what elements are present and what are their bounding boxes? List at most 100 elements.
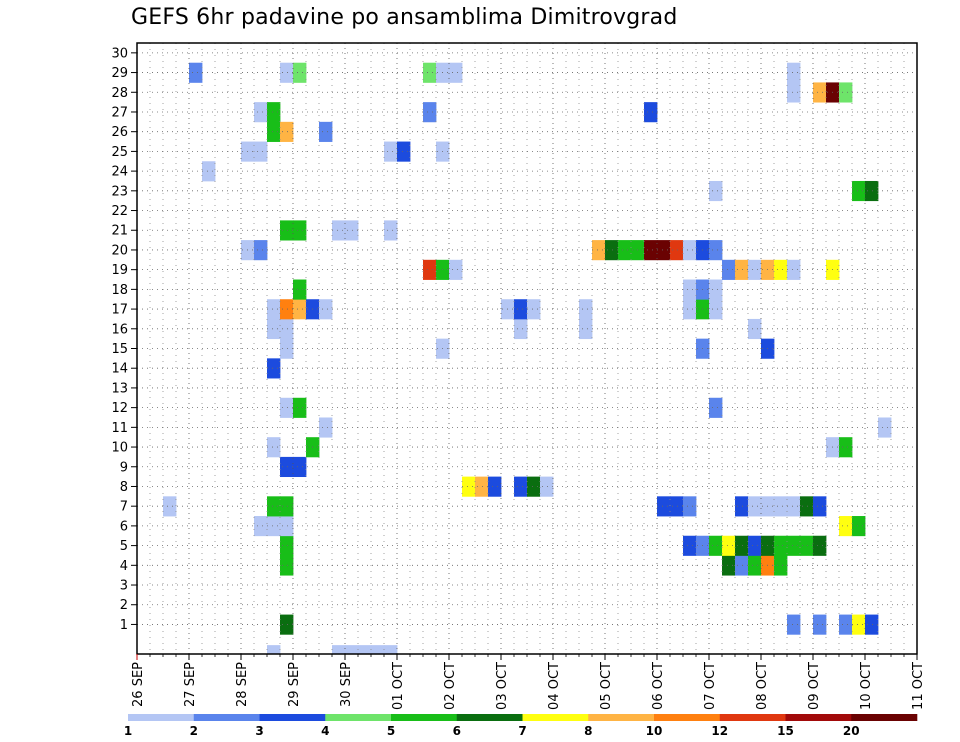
heatmap-cell — [865, 180, 879, 202]
heatmap-cell — [267, 516, 281, 537]
colorbar-label: 1 — [124, 724, 132, 738]
heatmap-cell — [163, 496, 177, 517]
colorbar-swatch — [456, 714, 523, 721]
colorbar-swatch — [654, 714, 721, 721]
colorbar-label: 4 — [321, 724, 329, 738]
heatmap-cell — [774, 555, 788, 576]
heatmap-cell — [618, 240, 632, 261]
grid-lines — [137, 43, 917, 654]
heatmap-cell — [267, 299, 281, 320]
x-tick-label: 30 SEP — [339, 662, 354, 707]
heatmap-cell — [267, 496, 281, 517]
heatmap-cell — [683, 535, 697, 556]
y-tick-label: 8 — [120, 480, 128, 495]
x-tick-label: 04 OCT — [547, 662, 562, 710]
colorbar-label: 6 — [453, 724, 461, 738]
heatmap-cells — [163, 62, 892, 655]
heatmap-cell — [267, 358, 281, 379]
y-tick-label: 13 — [111, 381, 128, 396]
colorbar-swatch — [259, 714, 326, 721]
heatmap-cell — [800, 496, 814, 517]
heatmap-cell — [683, 279, 697, 300]
heatmap-cell — [735, 259, 749, 280]
heatmap-cell — [384, 220, 398, 241]
y-tick-label: 20 — [111, 243, 128, 258]
heatmap-cell — [644, 240, 658, 261]
x-tick-label: 01 OCT — [391, 662, 406, 710]
heatmap-cell — [280, 456, 294, 478]
heatmap-cell — [709, 240, 723, 261]
y-tick-label: 5 — [120, 539, 128, 554]
y-tick-label: 29 — [111, 66, 128, 81]
heatmap-cell — [813, 82, 827, 103]
heatmap-cell — [254, 516, 268, 537]
heatmap-cell — [267, 102, 281, 123]
heatmap-cell — [267, 645, 281, 655]
y-tick-label: 22 — [111, 204, 128, 219]
heatmap-cell — [449, 259, 463, 280]
heatmap-cell — [813, 614, 827, 635]
heatmap-cell — [683, 299, 697, 320]
heatmap-cell — [605, 240, 619, 261]
y-tick-label: 12 — [111, 401, 128, 416]
heatmap-cell — [527, 476, 541, 497]
heatmap-cell — [748, 318, 762, 340]
x-tick-label: 29 SEP — [287, 662, 302, 707]
y-tick-label: 23 — [111, 184, 128, 199]
heatmap-cell — [748, 259, 762, 280]
colorbar-label: 12 — [711, 724, 728, 738]
heatmap-cell — [839, 437, 853, 458]
y-tick-label: 7 — [120, 500, 128, 515]
y-tick-label: 28 — [111, 86, 128, 101]
heatmap-cell — [280, 397, 294, 418]
y-tick-label: 6 — [120, 519, 128, 534]
x-tick-label: 07 OCT — [703, 662, 718, 710]
heatmap-cell — [345, 645, 359, 655]
heatmap-cell — [787, 535, 801, 556]
heatmap-cell — [852, 516, 866, 537]
heatmap-cell — [683, 496, 697, 517]
heatmap-cell — [748, 535, 762, 556]
heatmap-cell — [514, 476, 528, 497]
heatmap-cell — [280, 121, 294, 142]
heatmap-cell — [293, 279, 307, 300]
heatmap-cell — [709, 397, 723, 418]
y-tick-label: 19 — [111, 263, 128, 278]
heatmap-cell — [709, 535, 723, 556]
heatmap-cell — [839, 614, 853, 635]
colorbar-label: 15 — [777, 724, 794, 738]
heatmap-cell — [280, 535, 294, 556]
heatmap-cell — [800, 535, 814, 556]
heatmap-cell — [332, 645, 346, 655]
heatmap-cell — [462, 476, 476, 497]
heatmap-cell — [527, 299, 541, 320]
y-axis-ticks: 1234567891011121314151617181920212223242… — [111, 46, 137, 633]
heatmap-cell — [735, 496, 749, 517]
heatmap-cell — [787, 259, 801, 280]
colorbar-label: 5 — [387, 724, 395, 738]
x-tick-label: 08 OCT — [755, 662, 770, 710]
heatmap-cell — [280, 516, 294, 537]
colorbar-swatch — [719, 714, 786, 721]
colorbar-label: 8 — [584, 724, 592, 738]
colorbar-swatch — [851, 714, 918, 721]
heatmap-cell — [254, 102, 268, 123]
y-tick-label: 30 — [111, 46, 128, 61]
heatmap-cell — [852, 614, 866, 635]
heatmap-cell — [813, 535, 827, 556]
colorbar-label: 2 — [190, 724, 198, 738]
y-tick-label: 9 — [120, 460, 128, 475]
heatmap-cell — [774, 259, 788, 280]
heatmap-cell — [319, 417, 333, 438]
y-tick-label: 24 — [111, 165, 128, 180]
heatmap-cell — [293, 62, 307, 83]
heatmap-cell — [423, 102, 437, 123]
colorbar-swatch — [391, 714, 458, 721]
heatmap-cell — [735, 535, 749, 556]
heatmap-cell — [332, 220, 346, 241]
heatmap-cell — [384, 141, 398, 162]
x-tick-label: 06 OCT — [651, 662, 666, 710]
heatmap-cell — [735, 555, 749, 576]
heatmap-cell — [267, 318, 281, 340]
heatmap-cell — [371, 645, 385, 655]
